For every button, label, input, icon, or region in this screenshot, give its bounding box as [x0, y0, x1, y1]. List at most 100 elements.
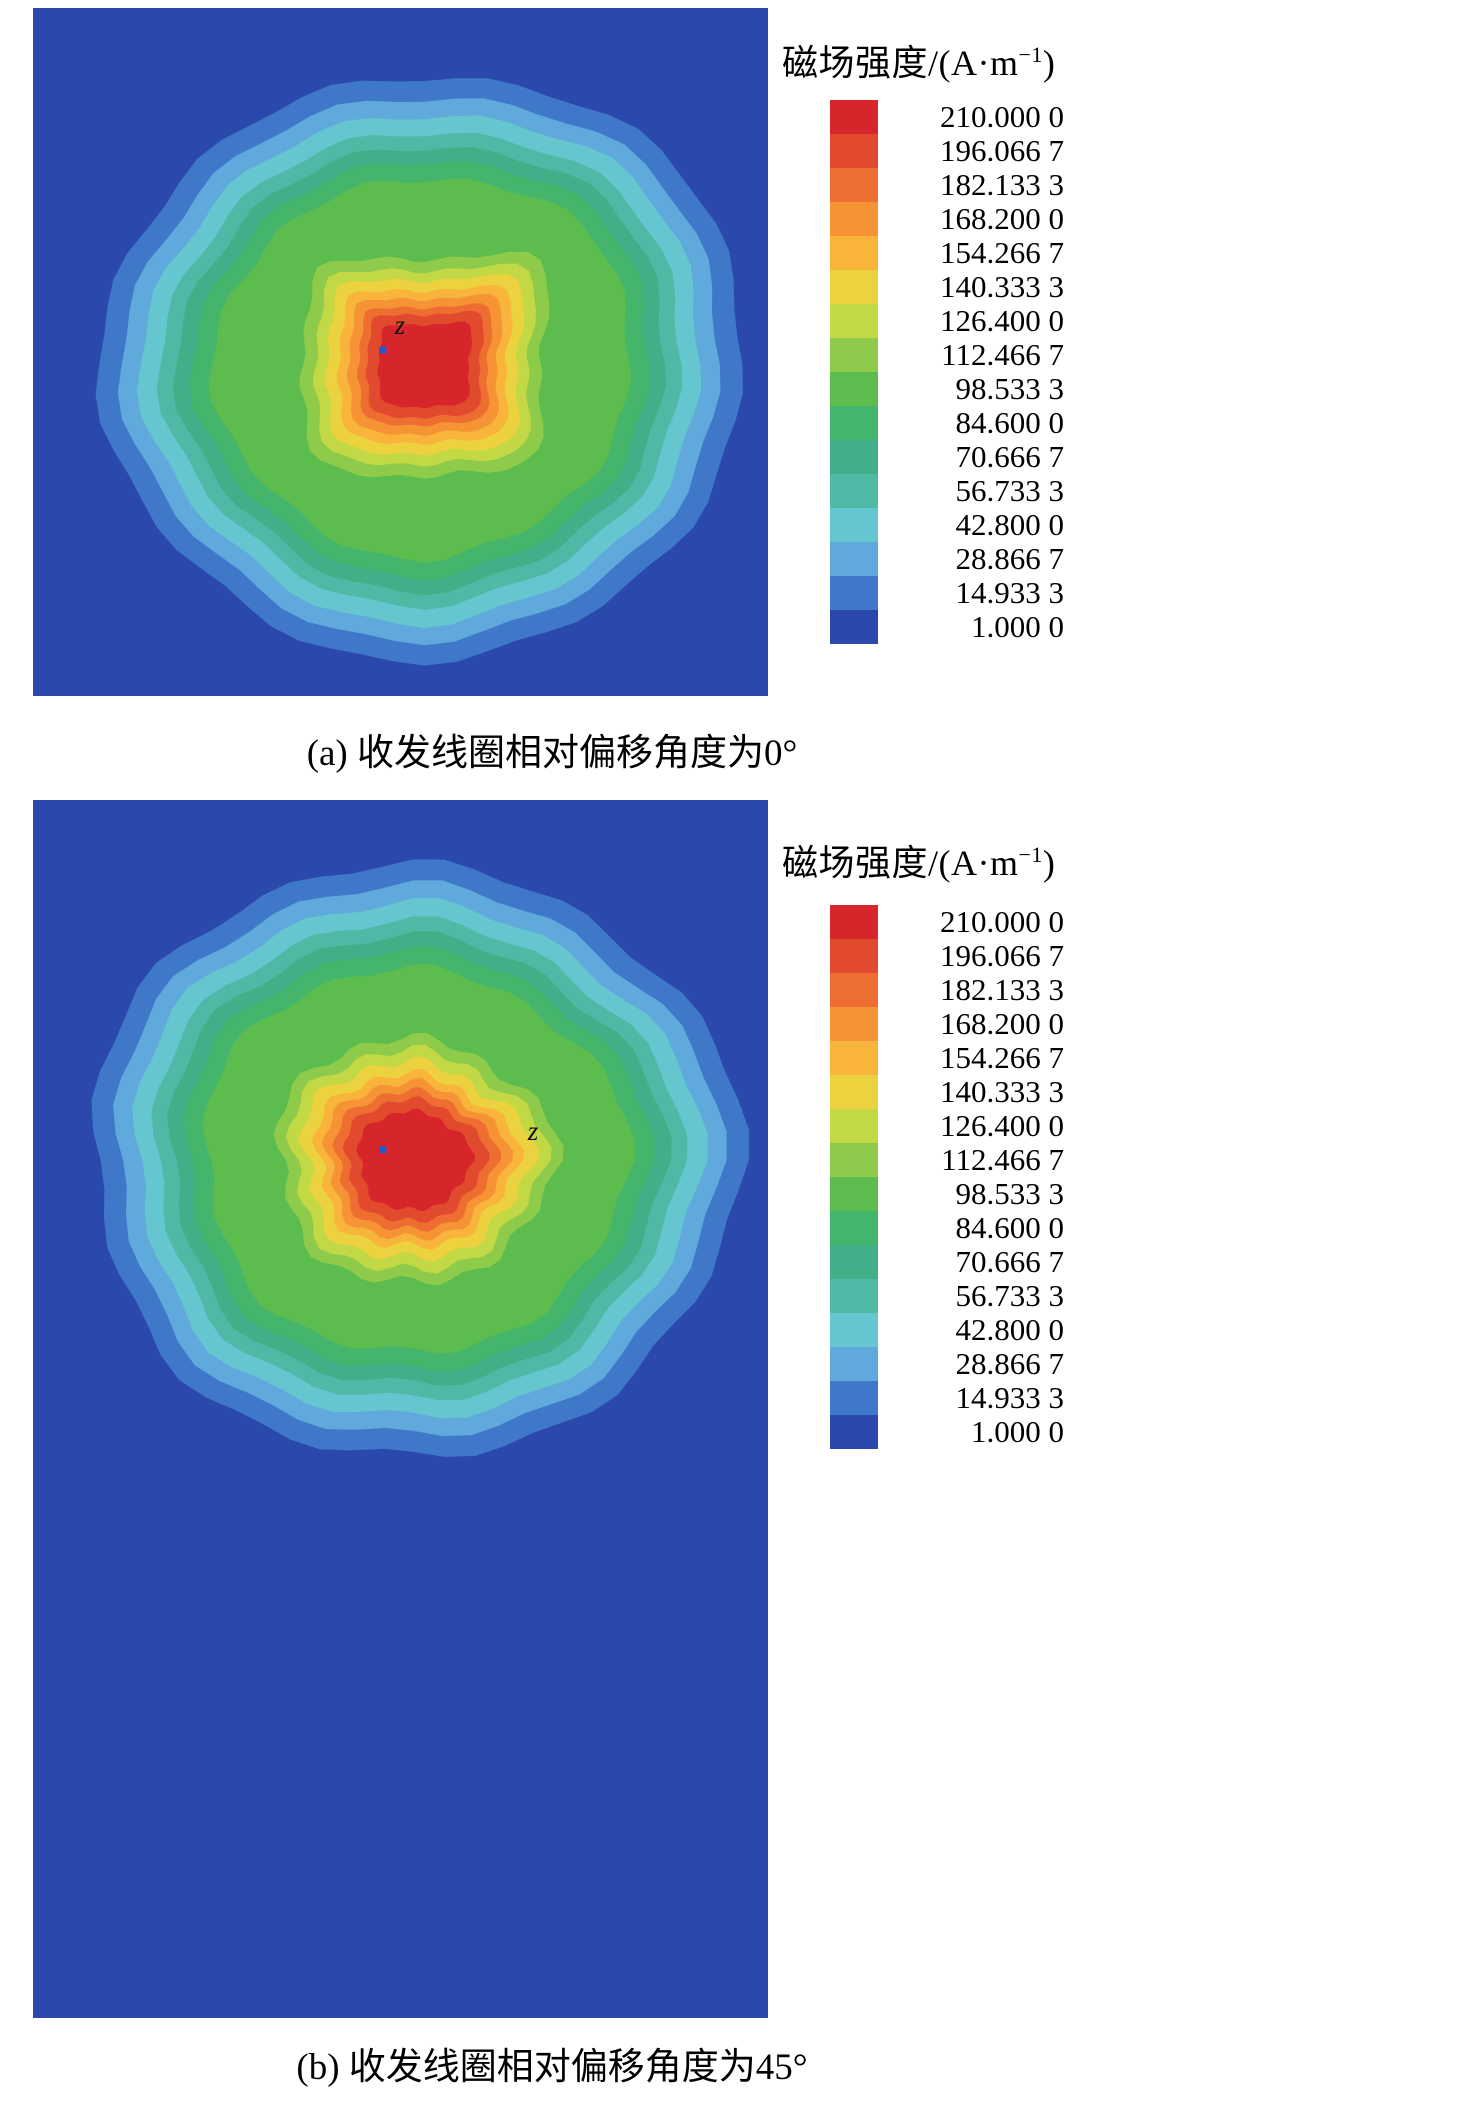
legend-label: 70.666 7 — [955, 1244, 1065, 1279]
legend-label: 28.866 7 — [955, 541, 1065, 576]
legend-swatch — [830, 202, 878, 236]
legend-title-b: 磁场强度/(A·m−1) — [782, 834, 1055, 886]
legend-row: 14.933 3 — [830, 1381, 1064, 1415]
legend-label: 154.266 7 — [940, 235, 1064, 270]
contour-plot-a: z — [33, 8, 768, 696]
legend-label: 14.933 3 — [955, 575, 1065, 610]
legend-swatch — [830, 1109, 878, 1143]
legend-swatch — [830, 236, 878, 270]
legend-row: 154.266 7 — [830, 1041, 1064, 1075]
legend-row: 196.066 7 — [830, 939, 1064, 973]
legend-swatch — [830, 1211, 878, 1245]
legend-swatch — [830, 474, 878, 508]
legend-label: 182.133 3 — [940, 972, 1064, 1007]
legend-swatch — [830, 1415, 878, 1449]
legend-swatch — [830, 168, 878, 202]
legend-row: 1.000 0 — [830, 610, 1064, 644]
legend-row: 70.666 7 — [830, 1245, 1064, 1279]
legend-swatch — [830, 1279, 878, 1313]
legend-row: 84.600 0 — [830, 406, 1064, 440]
legend-label: 126.400 0 — [940, 303, 1064, 338]
legend-label: 196.066 7 — [940, 938, 1064, 973]
legend-row: 168.200 0 — [830, 202, 1064, 236]
legend-label: 56.733 3 — [955, 1278, 1065, 1313]
legend-row: 182.133 3 — [830, 168, 1064, 202]
legend-label: 28.866 7 — [955, 1346, 1065, 1381]
legend-row: 126.400 0 — [830, 304, 1064, 338]
legend-title-suffix: ) — [1042, 843, 1056, 883]
legend-title-text: 磁场强度/(A·m — [782, 843, 1019, 883]
legend-label: 1.000 0 — [971, 609, 1064, 644]
legend-label: 168.200 0 — [940, 201, 1064, 236]
legend-label: 56.733 3 — [955, 473, 1065, 508]
legend-label: 168.200 0 — [940, 1006, 1064, 1041]
legend-label: 98.533 3 — [955, 1176, 1065, 1211]
legend-row: 98.533 3 — [830, 1177, 1064, 1211]
legend-label: 42.800 0 — [955, 507, 1065, 542]
legend-row: 210.000 0 — [830, 100, 1064, 134]
legend-row: 84.600 0 — [830, 1211, 1064, 1245]
legend-swatch — [830, 372, 878, 406]
z-axis-marker — [379, 1146, 387, 1154]
legend-label: 210.000 0 — [940, 904, 1064, 939]
legend-row: 196.066 7 — [830, 134, 1064, 168]
legend-row: 70.666 7 — [830, 440, 1064, 474]
legend-label: 140.333 3 — [940, 269, 1064, 304]
legend-title-text: 磁场强度/(A·m — [782, 43, 1019, 83]
legend-swatch — [830, 576, 878, 610]
legend-swatch — [830, 1347, 878, 1381]
legend-label: 84.600 0 — [955, 1210, 1065, 1245]
caption-a: (a) 收发线圈相对偏移角度为0° — [306, 733, 798, 774]
legend-label: 196.066 7 — [940, 133, 1064, 168]
legend-swatch — [830, 1143, 878, 1177]
legend-swatch — [830, 542, 878, 576]
legend-label: 154.266 7 — [940, 1040, 1064, 1075]
legend-swatch — [830, 1007, 878, 1041]
legend-row: 112.466 7 — [830, 1143, 1064, 1177]
legend-row: 154.266 7 — [830, 236, 1064, 270]
legend-label: 1.000 0 — [971, 1414, 1064, 1449]
legend-row: 126.400 0 — [830, 1109, 1064, 1143]
legend-label: 84.600 0 — [955, 405, 1065, 440]
legend-title-suffix: ) — [1042, 43, 1056, 83]
legend-swatch — [830, 1381, 878, 1415]
legend-title-exponent: −1 — [1018, 42, 1043, 67]
legend-swatch — [830, 1041, 878, 1075]
legend-label: 14.933 3 — [955, 1380, 1065, 1415]
legend-row: 112.466 7 — [830, 338, 1064, 372]
legend-label: 70.666 7 — [955, 439, 1065, 474]
legend-swatch — [830, 304, 878, 338]
legend-label: 182.133 3 — [940, 167, 1064, 202]
legend-swatch — [830, 939, 878, 973]
legend-row: 182.133 3 — [830, 973, 1064, 1007]
legend-row: 1.000 0 — [830, 1415, 1064, 1449]
legend-label: 126.400 0 — [940, 1108, 1064, 1143]
legend-swatch — [830, 270, 878, 304]
legend-label: 98.533 3 — [955, 371, 1065, 406]
legend-label: 140.333 3 — [940, 1074, 1064, 1109]
legend-row: 42.800 0 — [830, 1313, 1064, 1347]
legend-row: 98.533 3 — [830, 372, 1064, 406]
legend-row: 168.200 0 — [830, 1007, 1064, 1041]
legend-swatch — [830, 610, 878, 644]
legend-swatch — [830, 1313, 878, 1347]
caption-b: (b) 收发线圈相对偏移角度为45° — [296, 2047, 808, 2088]
colorbar-b: 210.000 0 196.066 7 182.133 3 168.200 0 154.… — [830, 905, 1064, 1449]
legend-label: 112.466 7 — [941, 1142, 1064, 1177]
legend-swatch — [830, 1075, 878, 1109]
legend-row: 210.000 0 — [830, 905, 1064, 939]
legend-swatch — [830, 338, 878, 372]
legend-row: 56.733 3 — [830, 474, 1064, 508]
contour-band — [377, 321, 472, 409]
contour-plot-b: z — [33, 800, 768, 2018]
legend-row: 14.933 3 — [830, 576, 1064, 610]
legend-row: 140.333 3 — [830, 270, 1064, 304]
legend-title-a: 磁场强度/(A·m−1) — [782, 34, 1055, 86]
z-axis-marker — [379, 346, 387, 354]
colorbar-a: 210.000 0 196.066 7 182.133 3 168.200 0 154.… — [830, 100, 1064, 644]
legend-label: 42.800 0 — [955, 1312, 1065, 1347]
legend-swatch — [830, 1177, 878, 1211]
legend-row: 56.733 3 — [830, 1279, 1064, 1313]
legend-swatch — [830, 440, 878, 474]
